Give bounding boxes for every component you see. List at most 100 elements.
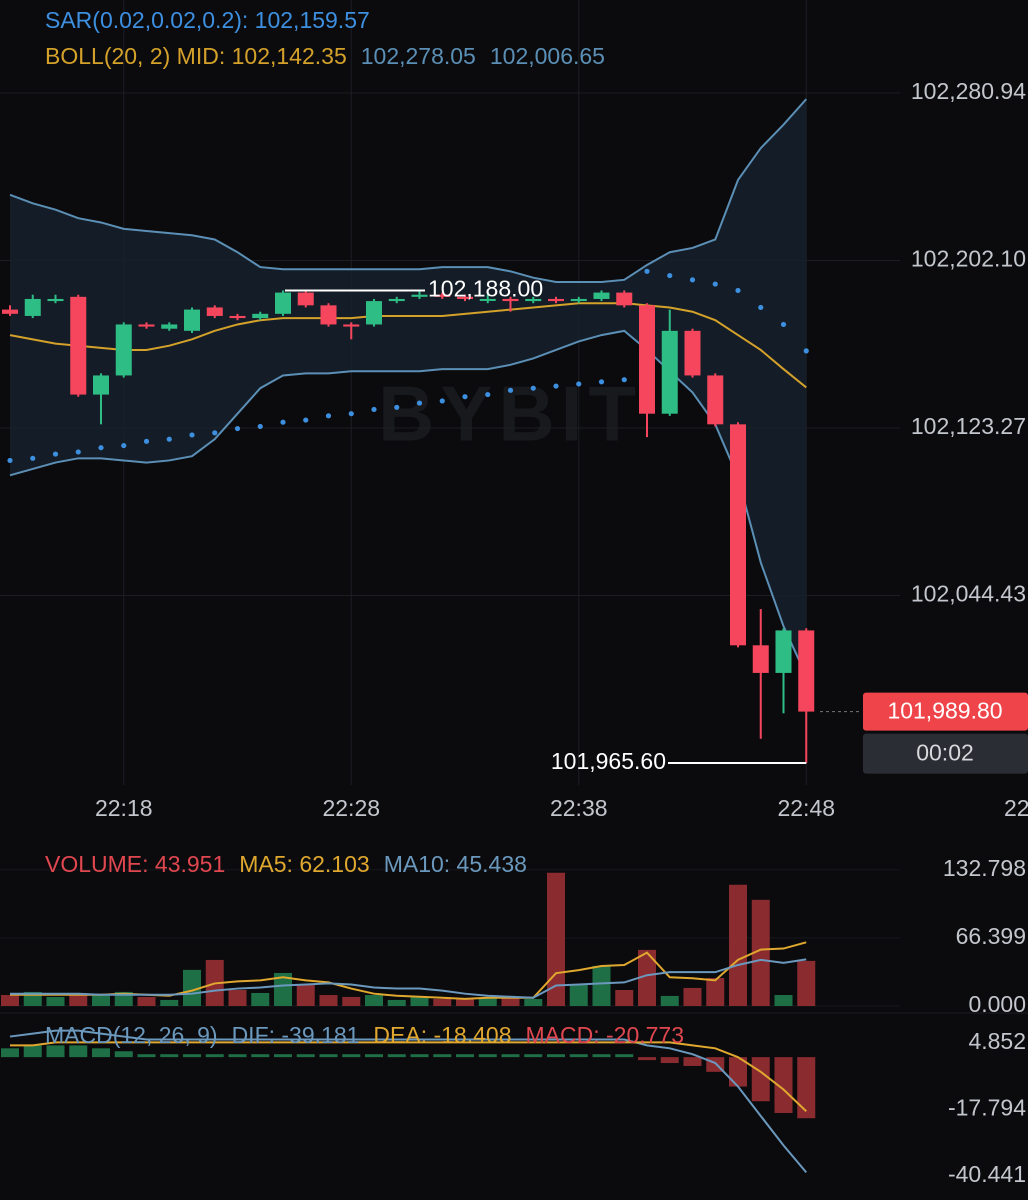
volume-bar [524,999,543,1006]
candle-body [707,375,724,425]
macd-bar [410,1054,429,1058]
legend-entry: DEA: -18.408 [373,1022,511,1048]
candle-body [184,309,200,331]
volume-bar [251,992,270,1006]
volume-bar [46,996,65,1006]
sar-dot [644,268,650,274]
volume-bar [751,899,770,1006]
sar-dot [52,451,59,457]
low-marker-label: 101,965.60 [551,748,666,774]
sar-dot [75,449,81,455]
macd-bar [342,1054,361,1058]
macd-bar [319,1054,338,1058]
legend-entry: VOLUME: 43.951 [45,851,225,877]
legend-entry: MA10: 45.438 [384,851,527,877]
macd-line [9,1029,808,1174]
sar-dot [462,394,468,400]
macd-bar [729,1057,747,1087]
volume-bar [706,977,725,1006]
indicator-legend: VOLUME: 43.951 MA5: 62.103 MA10: 45.438 [45,851,527,877]
candle-body [93,375,109,395]
sar-dot [416,400,423,406]
macd-bar [274,1054,292,1058]
macd-bar [114,1051,133,1058]
y-tick-label: 102,123.27 [911,413,1026,439]
watermark: BYBIT [378,370,642,458]
y-tick-label: 102,280.94 [911,78,1026,104]
macd-bar [797,1057,816,1119]
legend-entry: 102,278.05 [361,43,476,69]
legend-entry: 102,006.65 [490,43,605,69]
last-price-tag [863,692,1028,731]
macd-bar [501,1054,520,1058]
candle-body [343,324,360,327]
legend-entry: SAR(0.02,0.02,0.2): 102,159.57 [45,7,370,33]
sar-dot [212,430,218,436]
sar-dot [507,387,514,393]
macd-bar [92,1048,110,1058]
volume-bar [501,997,520,1006]
indicator-line [9,98,807,283]
volume-bar [638,949,656,1006]
macd-bar [1,1048,19,1058]
high-marker-label: 102,188.00 [428,276,543,302]
sar-dot [371,406,377,413]
y-tick-label: 102,202.10 [911,246,1026,272]
legend-entry: MACD(12, 26, 9) [45,1022,218,1048]
volume-bar [456,997,474,1006]
x-tick-label: 22:28 [322,795,380,821]
macd-bar [615,1054,634,1058]
candle-body [115,324,132,376]
y-tick-label: 4.852 [968,1028,1026,1054]
volume-bar [365,995,383,1006]
sar-dot [98,445,104,451]
sar-dot [621,377,627,383]
volume-bar [592,965,611,1006]
macd-bar [683,1057,702,1066]
sar-dot [7,457,13,464]
sar-dot [348,411,354,417]
candle-body [297,292,314,306]
sar-dot [758,304,764,311]
macd-bar [478,1054,497,1058]
volume-bar [683,987,702,1006]
volume-bar [410,996,429,1006]
candle-body [434,294,451,297]
volume-bar [1,995,19,1006]
candle-body [661,330,678,414]
indicator-legend: MACD(12, 26, 9) DIF: -39.181 DEA: -18.408 M… [45,1022,684,1048]
sar-dot [166,436,172,442]
candle-body [411,294,428,297]
volume-bar [183,969,201,1006]
sar-dot [485,391,491,398]
candle-body [616,292,633,306]
volume-bar [660,995,679,1006]
volume-bar [478,997,497,1006]
candle-body [138,324,155,327]
volume-bar [69,992,88,1006]
macd-bar [160,1054,179,1058]
band-fill [10,99,807,676]
volume-bar [319,995,338,1006]
sar-dot [780,321,787,328]
macd-bar [456,1054,474,1058]
macd-bar [524,1054,543,1058]
macd-bar [137,1054,156,1058]
candle-body [752,645,769,673]
macd-bar [69,1045,88,1058]
candle-body [684,330,701,376]
countdown-label: 00:02 [916,740,974,766]
candle-body [2,309,18,314]
candle-body [457,296,473,299]
volume-bar [342,996,361,1006]
volume-bar [160,999,179,1006]
candle-body [548,298,564,302]
y-tick-label: 132.798 [943,855,1026,881]
sar-dot [598,379,605,385]
candle-body [639,305,655,414]
volume-bar [433,999,452,1006]
macd-bar [569,1054,588,1058]
legend-entry: DIF: -39.181 [232,1022,360,1048]
